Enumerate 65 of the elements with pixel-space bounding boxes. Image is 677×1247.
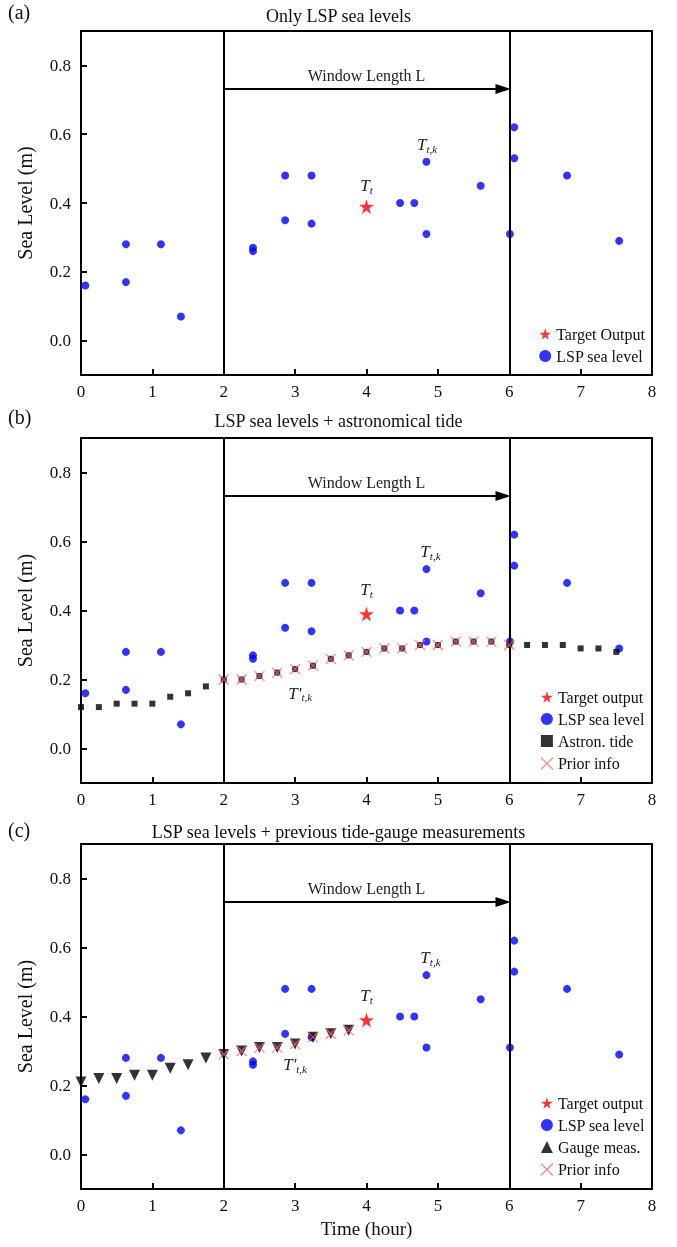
chart-title: Only LSP sea levels xyxy=(266,6,411,26)
x-tick-label: 3 xyxy=(290,382,300,401)
y-tick-label: 0.0 xyxy=(49,739,71,758)
x-tick-label: 2 xyxy=(219,1196,228,1215)
y-tick-label: 0.6 xyxy=(49,938,71,957)
annotation: Window Length L xyxy=(307,474,426,493)
text: (b) xyxy=(8,406,32,429)
x-tick-label: 0 xyxy=(76,382,86,401)
chart-title: LSP sea levels + astronomical tide xyxy=(214,411,463,431)
chart-title: LSP sea levels + previous tide-gauge measurements xyxy=(151,822,526,842)
y-axis-title: Sea Level (m) xyxy=(14,553,37,668)
x-tick-label: 2 xyxy=(219,382,228,401)
text: (a) xyxy=(8,1,31,24)
legend-label: Astron. tide xyxy=(557,732,634,750)
legend-label: Target output xyxy=(557,688,644,707)
legend-label: Gauge meas. xyxy=(557,1138,641,1157)
text: (c) xyxy=(8,819,31,842)
y-tick-label: 0.4 xyxy=(49,193,72,213)
x-tick-label: 6 xyxy=(505,1196,514,1215)
x-tick-label: 2 xyxy=(219,790,228,809)
x-tick-label: 4 xyxy=(362,790,372,809)
y-tick-label: 0.6 xyxy=(49,532,71,551)
x-tick-label: 8 xyxy=(647,382,657,401)
x-tick-label: 0 xyxy=(76,1196,86,1215)
y-tick-label: 0.6 xyxy=(49,124,71,144)
y-tick-label: 0.2 xyxy=(49,262,71,282)
y-tick-label: 0.0 xyxy=(49,1145,71,1164)
y-tick-label: 0.2 xyxy=(49,1076,71,1095)
x-tick-label: 5 xyxy=(433,382,443,401)
y-tick-label: 0.4 xyxy=(49,1007,72,1026)
x-tick-label: 8 xyxy=(647,1196,657,1215)
y-tick-label: 0.4 xyxy=(49,601,72,620)
legend-label: LSP sea level xyxy=(556,347,644,365)
x-axis-title: Time (hour) xyxy=(320,1217,413,1240)
x-tick-label: 6 xyxy=(505,790,514,809)
x-tick-label: 5 xyxy=(433,790,443,809)
legend-label: Target Output xyxy=(556,325,646,344)
x-tick-label: 1 xyxy=(148,1196,157,1215)
y-axis-title: Sea Level (m) xyxy=(14,959,37,1074)
legend-label: Target output xyxy=(557,1094,644,1113)
y-tick-label: 0.0 xyxy=(49,331,71,351)
annotation: Window Length L xyxy=(307,67,426,86)
x-tick-label: 1 xyxy=(148,790,157,809)
y-tick-label: 0.8 xyxy=(49,869,71,888)
legend-label: LSP sea level xyxy=(557,1116,645,1134)
x-tick-label: 7 xyxy=(576,382,586,401)
x-tick-label: 7 xyxy=(576,790,586,809)
legend-label: Prior info xyxy=(557,755,620,772)
annotation: Window Length L xyxy=(307,880,426,899)
x-tick-label: 4 xyxy=(362,1196,372,1215)
x-tick-label: 8 xyxy=(647,790,657,809)
x-tick-label: 5 xyxy=(433,1196,443,1215)
legend-label: Prior info xyxy=(557,1161,620,1178)
y-tick-label: 0.8 xyxy=(49,55,71,75)
x-tick-label: 0 xyxy=(76,790,86,809)
x-tick-label: 3 xyxy=(290,1196,300,1215)
x-tick-label: 4 xyxy=(362,382,372,401)
y-tick-label: 0.2 xyxy=(49,670,71,689)
y-axis-title: Sea Level (m) xyxy=(14,146,37,260)
y-tick-label: 0.8 xyxy=(49,463,71,482)
x-tick-label: 1 xyxy=(148,382,157,401)
legend-label: LSP sea level xyxy=(557,710,645,728)
x-tick-label: 3 xyxy=(290,790,300,809)
x-tick-label: 6 xyxy=(505,382,514,401)
x-tick-label: 7 xyxy=(576,1196,586,1215)
